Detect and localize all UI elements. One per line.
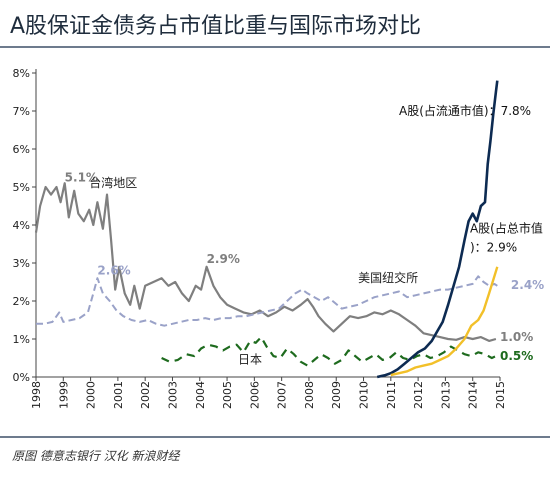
x-tick-label: 1999 [57,381,70,409]
x-tick-label: 2003 [166,381,179,409]
x-tick-label: 2011 [385,381,398,409]
annotation-taiwan-2004: 2.9% [207,252,240,266]
annotation-japan-label: 日本 [238,353,262,367]
chart-title: A股保证金债务占市值比重与国际市场对比 [10,14,422,39]
x-tick-label: 2002 [139,381,152,409]
y-tick-label: 1% [13,333,30,346]
x-tick-label: 2013 [439,381,452,409]
annotation-japan-end: 0.5% [500,349,533,363]
series-line-japan [161,336,497,367]
annotation-taiwan-peak: 5.1% [65,170,98,184]
annotation-taiwan-end: 1.0% [500,330,533,344]
annotation-nyse-peak: 2.6% [97,263,130,277]
x-tick-label: 2008 [303,381,316,409]
x-tick-label: 2015 [494,381,507,409]
y-tick-label: 3% [13,257,30,270]
source-note: 原图 德意志银行 汉化 新浪财经 [12,449,180,463]
x-tick-label: 2004 [194,381,207,409]
series-line-a-float [376,80,499,379]
y-tick-label: 5% [13,181,30,194]
x-tick-label: 2009 [330,381,343,409]
y-tick-label: 8% [13,67,30,80]
annotation-a-float: A股(占流通市值)：7.8% [399,103,531,118]
series-line-a-total [390,266,499,377]
title-band: A股保证金债务占市值比重与国际市场对比 [0,0,550,48]
x-tick-label: 2006 [248,381,261,409]
footer: 原图 德意志银行 汉化 新浪财经 [0,436,550,477]
x-tick-label: 2007 [276,381,289,409]
x-tick-label: 2000 [85,381,98,409]
annotation-nyse-label: 美国纽交所 [358,270,418,285]
annotation-a-total: A股(占总市值)：2.9% [470,221,543,255]
y-tick-label: 7% [13,105,30,118]
y-tick-label: 4% [13,219,30,232]
y-tick-label: 6% [13,143,30,156]
x-tick-label: 2010 [358,381,371,409]
line-chart: 0% 1% 2% 3% 4% 5% 6% 7% 8% 1998 1999 2000 2001 2002 20… [13,67,545,409]
series-line-taiwan [34,182,497,342]
x-tick-label: 2012 [412,381,425,409]
y-tick-label: 0% [13,371,30,384]
x-tick-label: 2014 [467,381,480,409]
annotation-taiwan-label: 台湾地区 [89,175,137,190]
x-tick-label: 2005 [221,381,234,409]
y-tick-label: 2% [13,295,30,308]
annotation-nyse-end: 2.4% [511,278,544,292]
chart-area: 0% 1% 2% 3% 4% 5% 6% 7% 8% 1998 1999 2000 2001 2002 20… [0,48,550,433]
series-line-nyse [36,275,498,327]
x-tick-label: 1998 [30,381,43,409]
x-tick-label: 2001 [112,381,125,409]
